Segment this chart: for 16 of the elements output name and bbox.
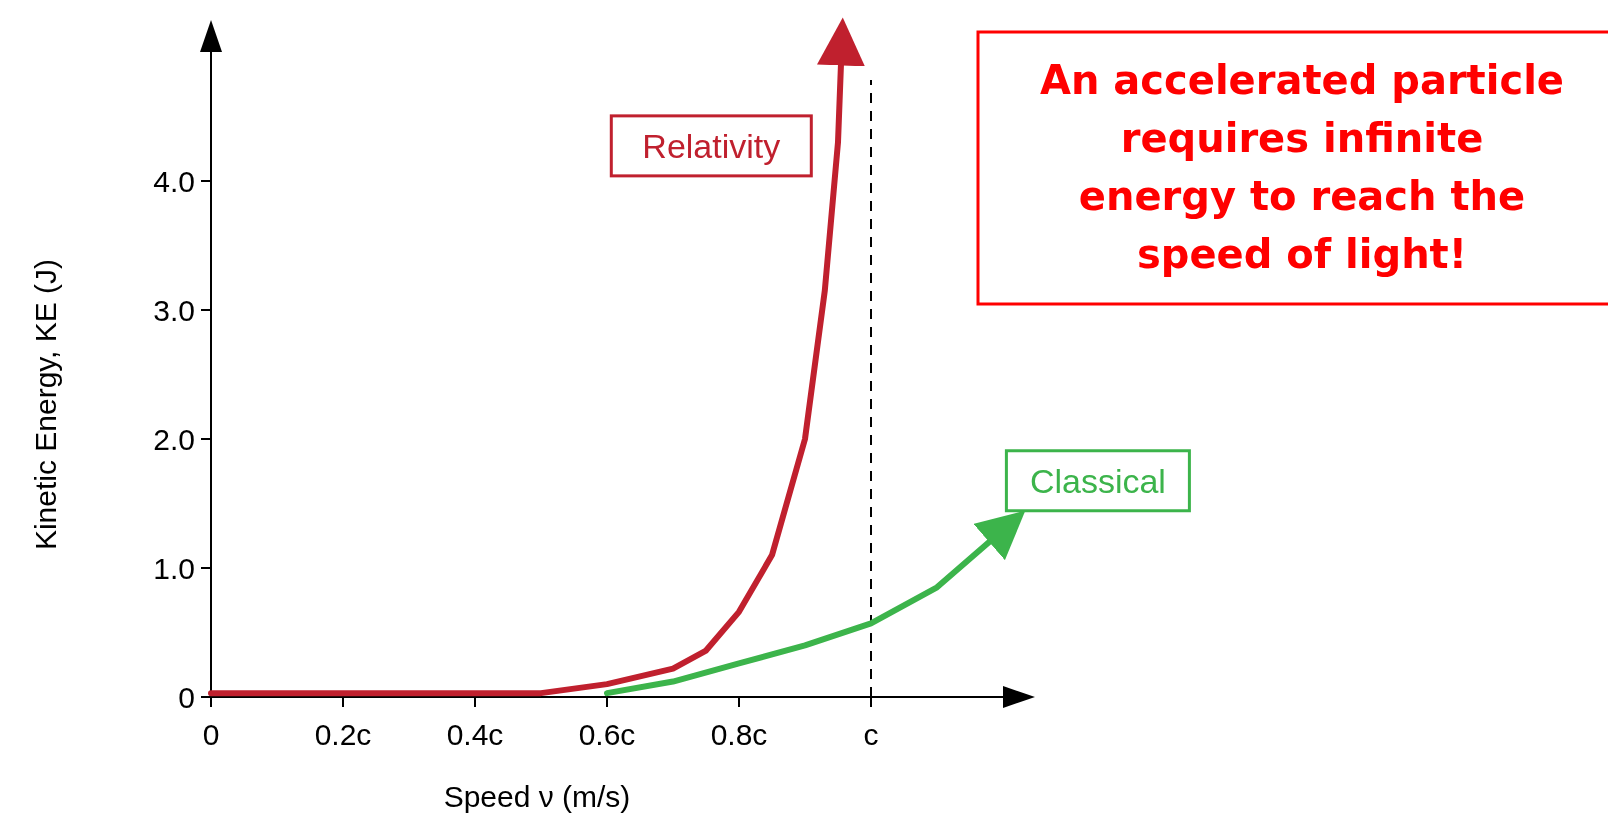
series-label: Relativity: [642, 126, 781, 165]
y-tick-label: 4.0: [153, 165, 195, 198]
y-tick-label: 2.0: [153, 423, 195, 456]
x-tick-label: 0: [202, 718, 220, 751]
x-tick-label: 0.4c: [446, 718, 504, 751]
x-tick-label: 0.2c: [314, 718, 372, 751]
x-tick-label: c: [863, 718, 879, 751]
text: An accelerated particle requires infinite energy to reach the speed of light!: [1039, 57, 1565, 277]
x-tick-label: 0.8c: [710, 718, 768, 751]
x-tick-label: 0.6c: [578, 718, 636, 751]
y-tick-label: 1.0: [153, 552, 195, 585]
y-tick-label: 3.0: [153, 294, 195, 327]
y-axis-title: Kinetic Energy, KE (J): [29, 258, 62, 551]
x-axis-title: Speed ν (m/s): [443, 780, 631, 813]
y-tick-label: 0: [178, 681, 195, 714]
series-label: Classical: [1029, 461, 1166, 500]
